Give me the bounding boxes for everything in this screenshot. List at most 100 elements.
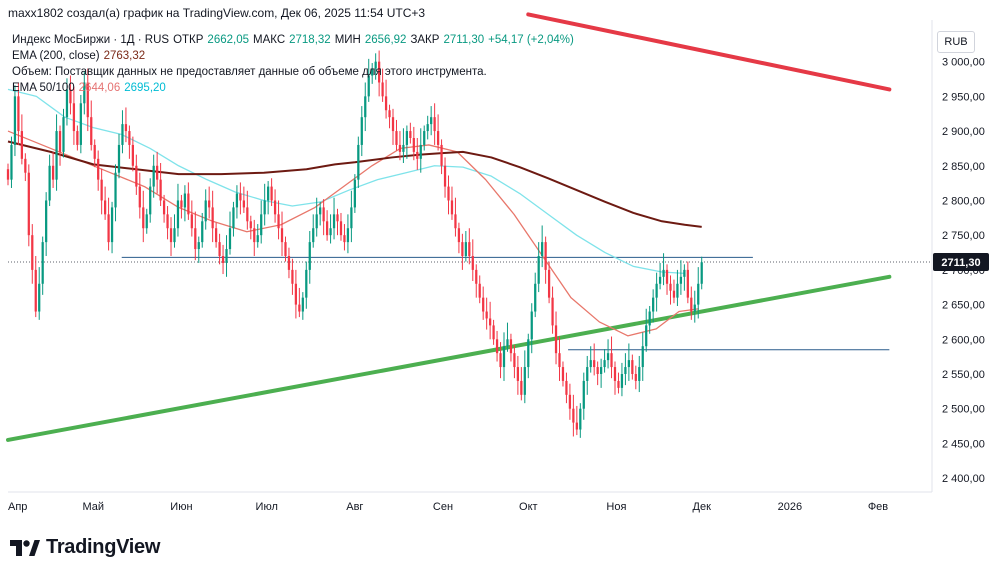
y-tick-label: 3 000,00	[942, 57, 985, 69]
candle-body	[648, 311, 651, 326]
candle	[523, 350, 526, 404]
chart-legend: Индекс МосБиржи · 1Д · RUS ОТКР 2662,05 М…	[12, 32, 574, 96]
candle	[374, 53, 377, 80]
candle-body	[183, 193, 187, 208]
candle-body	[471, 256, 474, 270]
candle-body	[440, 144, 443, 166]
candle-body	[291, 269, 294, 284]
candle-body	[301, 297, 304, 312]
candle	[117, 133, 121, 179]
candle-body	[579, 408, 582, 430]
candle-body	[606, 353, 610, 361]
candle-body	[599, 367, 603, 374]
candle	[461, 233, 464, 270]
candle-body	[523, 367, 526, 395]
candle-body	[589, 360, 592, 368]
candle-body	[624, 367, 627, 374]
candle-body	[190, 214, 193, 229]
candle-body	[159, 179, 162, 201]
trendline-resistance	[526, 12, 892, 92]
candle-body	[45, 200, 48, 243]
candle	[655, 272, 658, 312]
candle-body	[395, 131, 398, 145]
candle	[13, 85, 17, 157]
candle-body	[586, 367, 589, 381]
candle	[34, 256, 37, 318]
currency-button[interactable]: RUB	[937, 31, 975, 53]
candle	[391, 108, 395, 145]
candle	[485, 297, 488, 330]
y-tick-label: 2 850,00	[942, 161, 985, 173]
legend-ema200-label[interactable]: EMA (200, close)	[12, 50, 100, 62]
candle	[700, 256, 703, 290]
candle	[301, 292, 304, 320]
candle	[305, 261, 308, 309]
y-tick-label: 2 650,00	[942, 300, 985, 312]
candle	[280, 211, 284, 256]
candle	[353, 174, 356, 213]
candle-body	[516, 367, 520, 381]
candle-body	[464, 242, 467, 256]
candle	[194, 211, 197, 261]
candle-body	[124, 124, 128, 132]
candle-body	[145, 214, 148, 229]
candle	[41, 236, 44, 295]
candle-body	[62, 117, 65, 152]
legend-open: 2662,05	[207, 34, 249, 46]
legend-symbol[interactable]: Индекс МосБиржи · 1Д · RUS	[12, 34, 170, 46]
candle	[475, 264, 478, 298]
candle-body	[378, 61, 381, 83]
candle	[572, 394, 575, 437]
candle	[201, 212, 204, 248]
candle-body	[364, 96, 367, 118]
legend-volume-text: Объем: Поставщик данных не предоставляет…	[12, 66, 487, 78]
legend-ema100-value: 2695,20	[124, 82, 166, 94]
candle-body	[325, 221, 329, 236]
candle	[176, 183, 180, 237]
x-tick-label: Ноя	[606, 501, 626, 513]
candle	[610, 336, 613, 379]
candle-body	[322, 207, 325, 222]
candle	[693, 290, 696, 323]
candle	[676, 269, 679, 306]
candle	[426, 115, 429, 140]
candle	[214, 222, 218, 248]
candle	[652, 289, 655, 323]
candle	[586, 355, 589, 395]
candle	[38, 267, 41, 320]
candle-body	[13, 96, 17, 145]
footer-brand[interactable]: TradingView	[10, 536, 160, 559]
candle-body	[305, 269, 308, 298]
candle-body	[10, 144, 13, 180]
candle-body	[405, 131, 409, 145]
candle	[436, 114, 440, 151]
legend-ema-pair-label[interactable]: EMA 50/100	[12, 82, 75, 94]
candle-body	[697, 283, 700, 305]
candle	[516, 355, 520, 395]
candle-body	[93, 144, 96, 159]
candle-body	[180, 200, 183, 208]
candle	[405, 125, 409, 159]
candle	[232, 201, 235, 237]
candle	[613, 361, 617, 395]
candle-body	[613, 367, 617, 381]
candle-body	[475, 269, 478, 284]
candle	[433, 103, 436, 145]
legend-ema-pair-row: EMA 50/100 2644,06 2695,20	[12, 80, 574, 96]
candle-body	[367, 75, 370, 97]
candle	[541, 225, 544, 268]
y-tick-label: 2 800,00	[942, 195, 985, 207]
candle-body	[436, 131, 440, 145]
candle	[10, 136, 13, 188]
candle	[121, 110, 124, 154]
x-tick-label: Июн	[170, 501, 192, 513]
candle-body	[260, 214, 263, 236]
candle	[662, 253, 665, 286]
candle-body	[76, 131, 79, 145]
candle-body	[228, 228, 232, 250]
candle-body	[173, 228, 176, 243]
candle-body	[513, 353, 516, 368]
chart-caption: maxx1802 создал(а) график на TradingView…	[8, 6, 426, 20]
candle-body	[287, 256, 291, 270]
